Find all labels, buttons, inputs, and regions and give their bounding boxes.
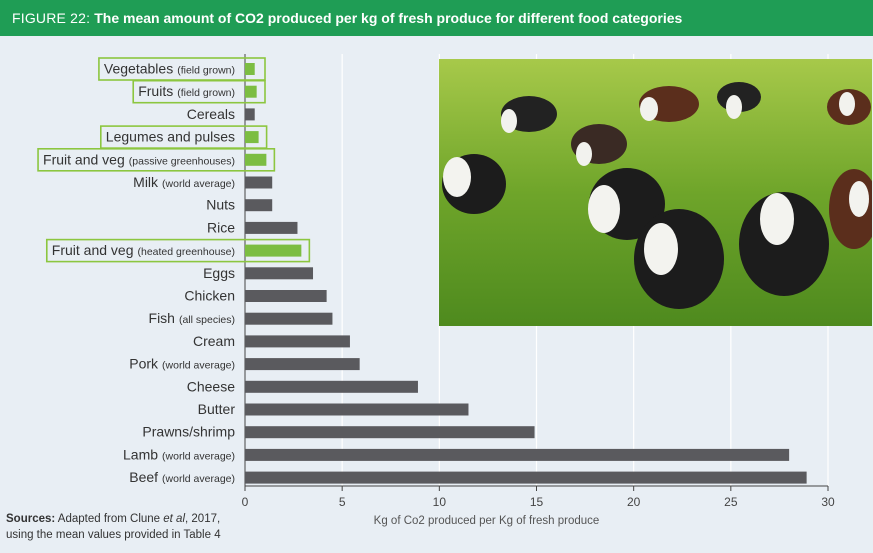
- category-label-pork-world-average: Pork (world average): [129, 356, 235, 372]
- category-label-rice: Rice: [207, 219, 235, 235]
- sources-text-2: , 2017,: [185, 513, 221, 525]
- bar-milk-world-average: [245, 176, 273, 189]
- bar-eggs: [245, 267, 314, 280]
- cows-photo: [439, 59, 872, 326]
- category-label-cream: Cream: [193, 333, 235, 349]
- x-tick-label-15: 15: [530, 495, 544, 509]
- category-label-fish-all-species: Fish (all species): [149, 310, 235, 326]
- bar-cream: [245, 335, 350, 348]
- sources-text-italic: et al: [163, 513, 186, 525]
- bar-fruit-and-veg-passive-greenhouses: [245, 153, 267, 166]
- bar-chicken: [245, 290, 327, 302]
- figure-title: The mean amount of CO2 produced per kg o…: [94, 10, 683, 26]
- x-tick-label-0: 0: [242, 495, 249, 509]
- category-label-beef-world-average: Beef (world average): [129, 469, 235, 485]
- x-tick-label-20: 20: [627, 495, 641, 509]
- highlight-box-fruit-and-veg-passive-greenhouses: [37, 148, 276, 172]
- bar-rice: [245, 221, 298, 234]
- sources-note: Sources: Adapted from Clune et al, 2017,…: [6, 511, 221, 543]
- bar-nuts: [245, 199, 273, 212]
- x-tick-label-10: 10: [433, 495, 447, 509]
- category-label-fruit-and-veg-passive-greenhouses: Fruit and veg (passive greenhouses): [43, 151, 235, 167]
- sources-line-2: using the mean values provided in Table …: [6, 529, 221, 541]
- bar-fruits-field-grown: [245, 85, 257, 98]
- bar-butter: [245, 403, 469, 416]
- category-label-vegetables-field-grown: Vegetables (field grown): [104, 61, 235, 77]
- highlight-box-fruit-and-veg-heated-greenhouse: [45, 238, 311, 263]
- category-label-fruits-field-grown: Fruits (field grown): [138, 83, 235, 99]
- highlight-box-fruits-field-grown: [132, 79, 266, 104]
- bar-pork-world-average: [245, 358, 360, 371]
- category-label-eggs: Eggs: [203, 265, 235, 281]
- category-label-lamb-world-average: Lamb (world average): [123, 446, 235, 462]
- category-label-prawns-shrimp: Prawns/shrimp: [142, 424, 235, 440]
- bar-lamb-world-average: [245, 448, 790, 461]
- category-label-legumes-and-pulses: Legumes and pulses: [106, 129, 235, 145]
- sources-text-1: Adapted from Clune: [55, 513, 164, 525]
- x-axis-label: Kg of Co2 produced per Kg of fresh produ…: [374, 515, 600, 527]
- x-tick-label-30: 30: [821, 495, 835, 509]
- category-label-cereals: Cereals: [187, 106, 235, 122]
- x-tick-label-25: 25: [724, 495, 738, 509]
- bar-fish-all-species: [245, 312, 333, 325]
- bar-cereals: [245, 108, 255, 121]
- category-label-milk-world-average: Milk (world average): [133, 174, 235, 190]
- bar-beef-world-average: [245, 471, 807, 484]
- category-label-cheese: Cheese: [187, 378, 235, 394]
- figure-label: FIGURE 22:: [12, 10, 91, 26]
- category-label-chicken: Chicken: [184, 288, 235, 304]
- bar-vegetables-field-grown: [245, 63, 255, 75]
- bar-legumes-and-pulses: [245, 131, 259, 144]
- bar-fruit-and-veg-heated-greenhouse: [245, 244, 302, 257]
- figure-header: FIGURE 22: The mean amount of CO2 produc…: [0, 0, 873, 36]
- category-label-butter: Butter: [198, 401, 236, 417]
- category-label-fruit-and-veg-heated-greenhouse: Fruit and veg (heated greenhouse): [52, 242, 235, 258]
- bar-cheese: [245, 380, 418, 393]
- x-tick-label-5: 5: [339, 495, 346, 509]
- sources-label: Sources:: [6, 513, 56, 525]
- category-label-nuts: Nuts: [206, 197, 235, 213]
- bar-prawns-shrimp: [245, 426, 535, 439]
